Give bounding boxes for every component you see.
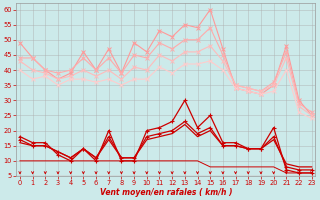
X-axis label: Vent moyen/en rafales ( km/h ): Vent moyen/en rafales ( km/h ) xyxy=(100,188,232,197)
